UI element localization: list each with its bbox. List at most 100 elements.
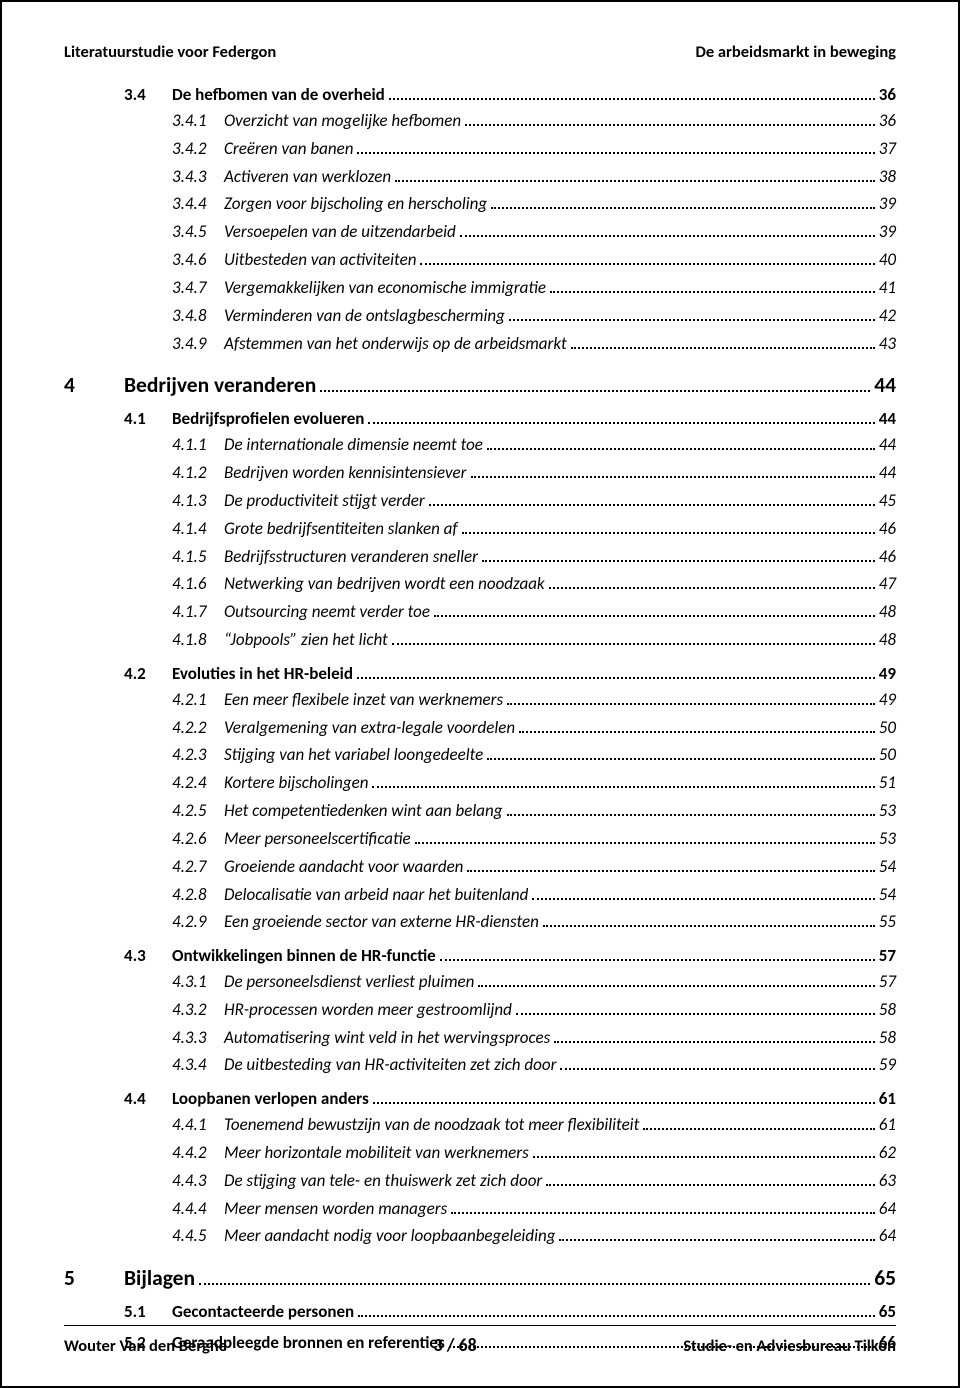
- toc-leader: [462, 522, 875, 534]
- toc-entry-page: 61: [879, 1113, 896, 1138]
- toc-entry-title: Zorgen voor bijscholing en herscholing: [224, 192, 487, 217]
- toc-leader: [434, 605, 875, 617]
- toc-entry-number: 3.4.3: [172, 165, 224, 190]
- toc-entry: 3.4.2Creëren van banen37: [172, 137, 896, 162]
- toc-entry-page: 48: [879, 600, 896, 625]
- toc-entry-number: 4.1: [124, 408, 172, 429]
- toc-entry-page: 37: [879, 137, 896, 162]
- toc-entry-title: De stijging van tele- en thuiswerk zet z…: [224, 1169, 542, 1194]
- toc-leader: [373, 1092, 875, 1104]
- toc-entry-page: 41: [879, 276, 896, 301]
- toc-entry-number: 4.2.8: [172, 883, 224, 908]
- toc-entry-number: 3.4.2: [172, 137, 224, 162]
- toc-entry: 4.2.5Het competentiedenken wint aan bela…: [172, 799, 896, 824]
- toc-leader: [392, 633, 875, 645]
- toc-entry-title: Grote bedrijfsentiteiten slanken af: [224, 517, 458, 542]
- toc-entry-page: 44: [879, 461, 896, 486]
- toc-leader: [509, 309, 875, 321]
- toc-entry-page: 49: [879, 663, 896, 684]
- toc-entry: 3.4.4Zorgen voor bijscholing en herschol…: [172, 192, 896, 217]
- toc-entry: 4.1.8“Jobpools” zien het licht48: [172, 628, 896, 653]
- toc-entry-page: 48: [879, 628, 896, 653]
- toc-entry-title: Veralgemening van extra-legale voordelen: [224, 716, 515, 741]
- toc-entry-number: 4.2.5: [172, 799, 224, 824]
- toc-entry: 4.4.4Meer mensen worden managers64: [172, 1197, 896, 1222]
- toc-entry-page: 54: [879, 883, 896, 908]
- toc-leader: [389, 88, 875, 100]
- toc-leader: [643, 1118, 874, 1130]
- toc-leader: [465, 114, 875, 126]
- toc-entry-title: Meer aandacht nodig voor loopbaanbegelei…: [224, 1224, 555, 1249]
- toc-entry-number: 4.2.4: [172, 771, 224, 796]
- toc-entry-title: Versoepelen van de uitzendarbeid: [224, 220, 456, 245]
- toc-entry-number: 4.2.6: [172, 827, 224, 852]
- page-footer: Wouter Van den Berghe 3 / 68 Studie- en …: [64, 1325, 896, 1356]
- toc-leader: [357, 142, 874, 154]
- toc-entry-number: 3.4.8: [172, 304, 224, 329]
- toc-entry-page: 57: [879, 945, 896, 966]
- toc-entry: 4.3.2HR-processen worden meer gestroomli…: [172, 998, 896, 1023]
- toc-entry: 4.2.2Veralgemening van extra-legale voor…: [172, 716, 896, 741]
- toc-entry-page: 50: [879, 716, 896, 741]
- toc-leader: [550, 281, 875, 293]
- toc-entry-page: 64: [879, 1224, 896, 1249]
- toc-entry-number: 4.1.2: [172, 461, 224, 486]
- toc-entry-page: 38: [879, 165, 896, 190]
- toc-entry-page: 55: [879, 910, 896, 935]
- toc-entry-number: 3.4.4: [172, 192, 224, 217]
- toc-entry-number: 4.3.4: [172, 1053, 224, 1078]
- toc-entry: 4.4.2Meer horizontale mobiliteit van wer…: [172, 1141, 896, 1166]
- toc-entry-page: 65: [874, 1265, 896, 1291]
- toc-entry-title: Toenemend bewustzijn van de noodzaak tot…: [224, 1113, 639, 1138]
- toc-entry-page: 43: [879, 332, 896, 357]
- toc-entry-number: 3.4.5: [172, 220, 224, 245]
- toc-leader: [440, 949, 875, 961]
- toc-entry-title: Een groeiende sector van externe HR-dien…: [224, 910, 539, 935]
- toc-leader: [554, 1031, 875, 1043]
- toc-entry: 4.1.5Bedrijfsstructuren veranderen snell…: [172, 545, 896, 570]
- toc-entry: 4.2.7Groeiende aandacht voor waarden54: [172, 855, 896, 880]
- toc-entry-page: 57: [879, 970, 896, 995]
- toc-entry-number: 4.4.2: [172, 1141, 224, 1166]
- toc-entry-number: 4.2.1: [172, 688, 224, 713]
- toc-entry-page: 49: [879, 688, 896, 713]
- toc-entry: 4.2.9Een groeiende sector van externe HR…: [172, 910, 896, 935]
- toc-leader: [507, 804, 875, 816]
- toc-entry: 4.3.3Automatisering wint veld in het wer…: [172, 1026, 896, 1051]
- toc-entry: 4.1.6Netwerking van bedrijven wordt een …: [172, 572, 896, 597]
- toc-entry-title: De internationale dimensie neemt toe: [224, 433, 483, 458]
- toc-entry: 3.4.6Uitbesteden van activiteiten40: [172, 248, 896, 273]
- toc-entry-number: 4.3.3: [172, 1026, 224, 1051]
- toc-leader: [415, 832, 875, 844]
- toc-entry-number: 4.3.1: [172, 970, 224, 995]
- toc-entry-title: Bedrijfsprofielen evolueren: [172, 408, 364, 429]
- toc-entry-page: 47: [879, 572, 896, 597]
- toc-entry-page: 36: [879, 84, 896, 105]
- toc-entry-number: 4.1.4: [172, 517, 224, 542]
- toc-entry: 3.4.9Afstemmen van het onderwijs op de a…: [172, 332, 896, 357]
- toc-entry-title: Verminderen van de ontslagbescherming: [224, 304, 505, 329]
- toc-leader: [199, 1270, 870, 1285]
- toc-entry-title: De hefbomen van de overheid: [172, 84, 385, 105]
- toc-leader: [549, 578, 875, 590]
- toc-entry-title: Overzicht van mogelijke hefbomen: [224, 109, 461, 134]
- toc-entry-page: 58: [879, 1026, 896, 1051]
- toc-entry-number: 4.4.3: [172, 1169, 224, 1194]
- toc-entry-title: De personeelsdienst verliest pluimen: [224, 970, 474, 995]
- header-right: De arbeidsmarkt in beweging: [695, 42, 896, 62]
- toc-entry-number: 4.1.1: [172, 433, 224, 458]
- toc-entry: 4.4.3De stijging van tele- en thuiswerk …: [172, 1169, 896, 1194]
- toc-entry: 3.4.1Overzicht van mogelijke hefbomen36: [172, 109, 896, 134]
- toc-entry-page: 51: [879, 771, 896, 796]
- toc-entry-number: 4.1.3: [172, 489, 224, 514]
- toc-entry: 3.4.8Verminderen van de ontslagbeschermi…: [172, 304, 896, 329]
- page: Literatuurstudie voor Federgon De arbeid…: [0, 0, 960, 1388]
- toc-entry-title: HR-processen worden meer gestroomlijnd: [224, 998, 512, 1023]
- toc-entry-page: 58: [879, 998, 896, 1023]
- toc-entry: 4.1Bedrijfsprofielen evolueren44: [124, 408, 896, 429]
- toc-entry: 4.2.6Meer personeelscertificatie53: [172, 827, 896, 852]
- toc-entry-page: 62: [879, 1141, 896, 1166]
- toc-leader: [487, 438, 875, 450]
- toc-entry-number: 5: [64, 1265, 124, 1291]
- toc-entry-number: 5.1: [124, 1301, 172, 1322]
